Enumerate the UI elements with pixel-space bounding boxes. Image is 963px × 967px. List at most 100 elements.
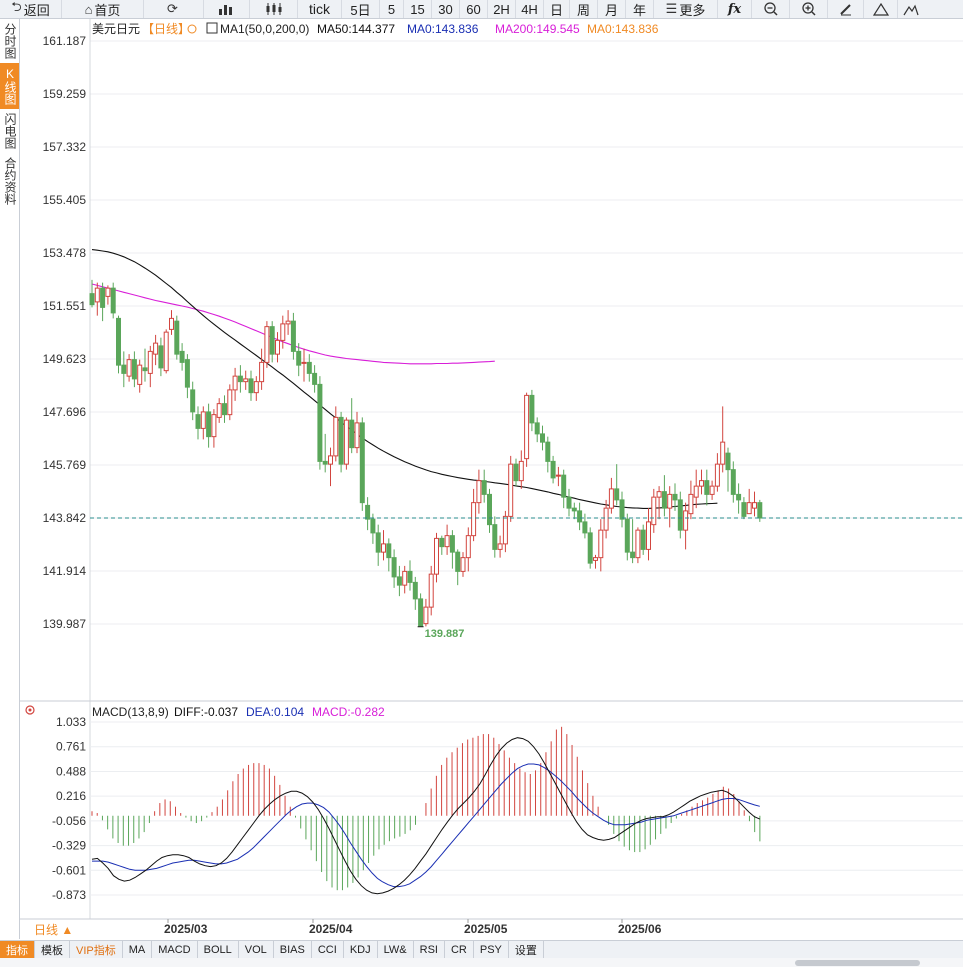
candle-body [487, 493, 492, 526]
candle-body [608, 488, 614, 509]
price-tick-label: 141.914 [43, 564, 87, 578]
period-15min[interactable]: 15 [404, 0, 432, 18]
candle-body [619, 499, 625, 520]
ma0-value: MA0:143.836 [407, 22, 479, 36]
home-button[interactable]: ⌂ 首页 [62, 0, 144, 18]
candle-body [449, 535, 455, 553]
candle-body [540, 433, 545, 443]
period-5day[interactable]: 5日 [342, 0, 380, 18]
tab-rsi[interactable]: RSI [414, 941, 445, 958]
candle-body [412, 581, 418, 600]
tab-boll[interactable]: BOLL [198, 941, 239, 958]
sidebar-item-flash[interactable]: 闪电图 [3, 113, 17, 149]
candlestick-series [89, 279, 763, 627]
candle-body [296, 350, 302, 366]
back-button[interactable]: ⮌ 返回 [0, 0, 62, 18]
candle-body [280, 323, 286, 341]
macd-tick-label: -0.601 [52, 863, 86, 877]
horizontal-scroll-track[interactable] [0, 958, 963, 967]
candle-body [407, 570, 413, 583]
candle-body [571, 507, 577, 512]
back-label: 返回 [23, 2, 50, 18]
period-select-button[interactable] [20, 920, 80, 939]
price-tick-label: 139.987 [43, 617, 87, 631]
home-icon: ⌂ [84, 1, 93, 17]
candle-body [444, 535, 450, 548]
tab-vol[interactable]: VOL [239, 941, 274, 958]
candle-body [476, 480, 482, 504]
candle-body [391, 557, 397, 578]
candle-body [169, 317, 174, 330]
more-button[interactable]: ☰ 更多 [654, 0, 718, 18]
refresh-button[interactable]: ⟳ [144, 0, 204, 18]
price-tick-label: 159.259 [43, 87, 87, 101]
period-month[interactable]: 月 [598, 0, 626, 18]
candle-body [439, 537, 445, 548]
sidebar-item-timeshare[interactable]: 分时图 [3, 23, 17, 59]
period-year[interactable]: 年 [626, 0, 654, 18]
mountain-button[interactable] [898, 0, 924, 18]
zoom-out-button[interactable] [752, 0, 790, 18]
chart-canvas[interactable]: 美元日元 【日线】 MA1(50,0,200,0) MA50:144.377 M… [20, 19, 963, 939]
tab-cci[interactable]: CCI [312, 941, 344, 958]
tab-indicator[interactable]: 指标 [0, 941, 35, 958]
period-2h[interactable]: 2H [488, 0, 516, 18]
ma-toggle-icon[interactable] [206, 22, 218, 34]
tab-kdj[interactable]: KDJ [344, 941, 378, 958]
tab-ma[interactable]: MA [123, 941, 153, 958]
tab-vip[interactable]: VIP指标 [70, 941, 123, 958]
candle-body [200, 411, 206, 429]
candle-body [534, 422, 540, 435]
candle-body [285, 320, 291, 325]
candle-body [343, 419, 349, 465]
settings-small-icon[interactable] [187, 24, 197, 34]
candle-body [688, 493, 694, 515]
date-tick-label: 2025/04 [309, 922, 353, 936]
sidebar-item-kline[interactable]: K线图 [0, 63, 19, 109]
period-30min[interactable]: 30 [432, 0, 460, 18]
candle-body [131, 359, 137, 380]
tab-template[interactable]: 模板 [35, 941, 70, 958]
candle-body [513, 463, 519, 482]
period-60min[interactable]: 60 [460, 0, 488, 18]
candle-body [290, 320, 296, 352]
draw-button[interactable] [828, 0, 864, 18]
tab-psy[interactable]: PSY [474, 941, 509, 958]
candle-body [720, 441, 726, 465]
period-day[interactable]: 日 [544, 0, 570, 18]
candle-body [524, 394, 530, 460]
candle-body [736, 493, 742, 501]
tab-lw[interactable]: LW& [378, 941, 414, 958]
candle-body [396, 576, 402, 586]
home-label: 首页 [94, 2, 121, 18]
period-4h[interactable]: 4H [516, 0, 544, 18]
period-week[interactable]: 周 [570, 0, 598, 18]
tick-button[interactable]: tick [298, 0, 342, 18]
horizontal-scroll-thumb[interactable] [795, 960, 920, 966]
candle-body [714, 463, 720, 487]
candle-body [338, 416, 344, 465]
price-tick-label: 153.478 [43, 246, 87, 260]
candle-body [561, 474, 567, 498]
diff-line [91, 737, 761, 895]
tab-settings[interactable]: 设置 [509, 941, 544, 958]
candle-body [142, 367, 148, 372]
shape-button[interactable] [864, 0, 898, 18]
candle-type-button[interactable] [250, 0, 298, 18]
zoom-in-button[interactable] [790, 0, 828, 18]
period-5min[interactable]: 5 [380, 0, 404, 18]
candle-body [502, 515, 508, 545]
formula-button[interactable]: fx [718, 0, 752, 18]
candle-body [386, 543, 392, 559]
tab-cr[interactable]: CR [445, 941, 474, 958]
macd-settings-icon[interactable] [25, 705, 35, 715]
chart-type-button[interactable] [204, 0, 250, 18]
top-toolbar: ⮌ 返回 ⌂ 首页 ⟳ tick 5日 5 15 30 60 2H 4H 日 周… [0, 0, 963, 19]
macd-axis: 1.033 0.761 0.488 0.216 -0.056 -0.329 -0.601 -0… [52, 715, 86, 902]
ma0b-value: MA0:143.836 [587, 22, 659, 36]
tab-bias[interactable]: BIAS [274, 941, 312, 958]
tab-macd[interactable]: MACD [152, 941, 198, 958]
sidebar-item-contract-info[interactable]: 合约资料 [3, 157, 17, 205]
candle-body [94, 287, 100, 303]
candle-body [593, 557, 598, 561]
